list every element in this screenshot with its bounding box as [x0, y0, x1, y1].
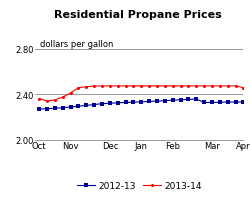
- 2012-13: [61, 107, 64, 109]
- 2012-13: [178, 99, 181, 101]
- 2012-13: [53, 108, 56, 110]
- 2013-14: [202, 85, 205, 88]
- 2013-14: [178, 85, 181, 88]
- 2013-14: [53, 99, 56, 102]
- Line: 2013-14: 2013-14: [38, 85, 244, 103]
- 2012-13: [45, 108, 48, 110]
- 2013-14: [194, 85, 197, 88]
- Text: Residential Propane Prices: Residential Propane Prices: [54, 10, 221, 20]
- 2013-14: [233, 85, 236, 88]
- 2013-14: [69, 92, 72, 95]
- 2012-13: [233, 101, 236, 104]
- Text: dollars per gallon: dollars per gallon: [40, 40, 113, 49]
- 2012-13: [139, 101, 142, 103]
- 2012-13: [147, 101, 150, 103]
- 2012-13: [210, 102, 213, 104]
- 2013-14: [170, 85, 173, 88]
- 2012-13: [186, 99, 189, 101]
- 2012-13: [100, 103, 103, 105]
- 2013-14: [225, 85, 228, 88]
- 2013-14: [76, 87, 80, 89]
- 2013-14: [100, 85, 103, 88]
- Legend: 2012-13, 2013-14: 2012-13, 2013-14: [76, 181, 201, 190]
- 2013-14: [163, 85, 166, 88]
- 2013-14: [92, 85, 95, 88]
- 2013-14: [241, 87, 244, 89]
- 2013-14: [45, 100, 48, 103]
- 2012-13: [202, 102, 205, 104]
- 2013-14: [186, 85, 189, 88]
- 2013-14: [210, 85, 213, 88]
- 2013-14: [108, 85, 111, 88]
- 2012-13: [69, 106, 72, 109]
- 2012-13: [218, 102, 220, 104]
- 2012-13: [124, 102, 126, 104]
- 2013-14: [218, 85, 220, 88]
- 2013-14: [147, 85, 150, 88]
- 2012-13: [84, 105, 87, 107]
- 2012-13: [76, 105, 80, 108]
- 2013-14: [124, 85, 126, 88]
- 2013-14: [61, 96, 64, 99]
- 2012-13: [38, 108, 40, 111]
- 2012-13: [170, 99, 173, 102]
- 2013-14: [139, 85, 142, 88]
- 2013-14: [38, 98, 40, 100]
- 2012-13: [163, 100, 166, 102]
- 2013-14: [155, 85, 158, 88]
- 2012-13: [225, 101, 228, 104]
- 2012-13: [155, 100, 158, 103]
- 2012-13: [116, 102, 119, 104]
- 2013-14: [84, 86, 87, 88]
- 2012-13: [92, 104, 95, 106]
- 2012-13: [108, 103, 111, 105]
- 2013-14: [132, 85, 134, 88]
- 2012-13: [194, 98, 197, 101]
- 2012-13: [132, 101, 134, 104]
- 2013-14: [116, 85, 119, 88]
- Line: 2012-13: 2012-13: [38, 98, 244, 111]
- 2012-13: [241, 101, 244, 104]
